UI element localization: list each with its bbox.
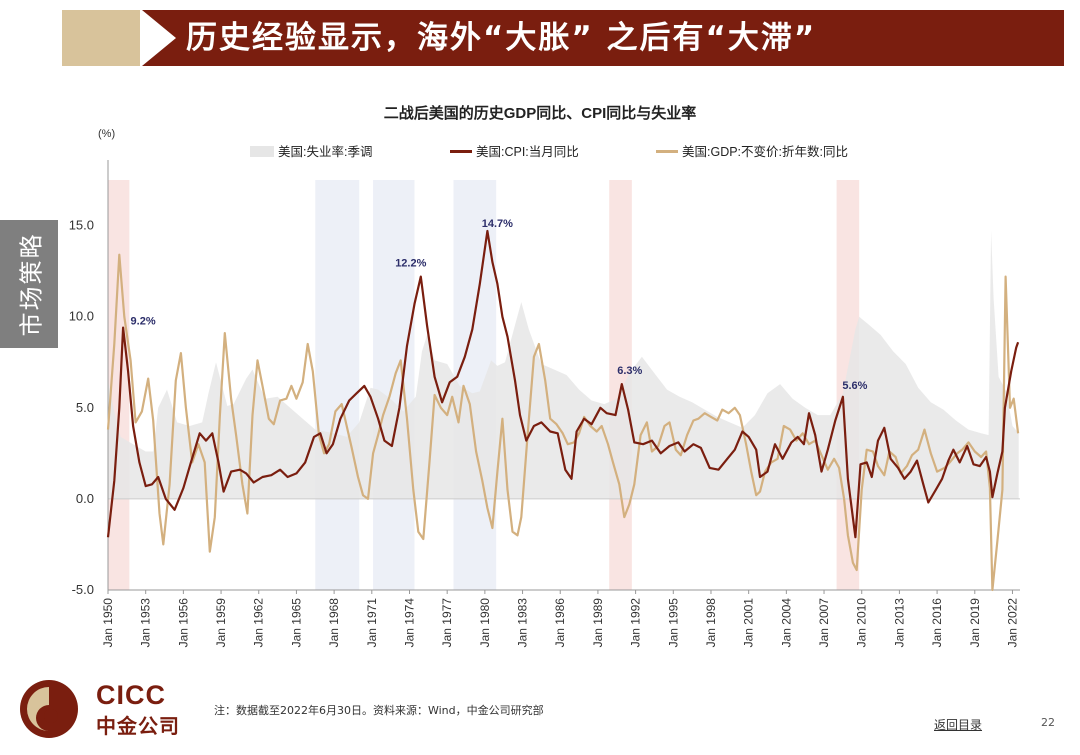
y-tick-label: 5.0 xyxy=(76,400,94,415)
y-axis-unit-label: (%) xyxy=(98,128,115,140)
x-tick-label: Jan 2022 xyxy=(1005,598,1019,648)
data-label: 12.2% xyxy=(395,258,426,270)
brand-name-en: CICC xyxy=(96,680,166,710)
x-tick-label: Jan 1977 xyxy=(440,598,454,648)
y-tick-label: 15.0 xyxy=(69,218,94,233)
x-tick-label: Jan 1983 xyxy=(516,598,530,648)
data-label: 9.2% xyxy=(131,316,156,328)
x-tick-label: Jan 1998 xyxy=(704,598,718,648)
x-tick-label: Jan 2019 xyxy=(968,598,982,648)
page-title: 历史经验显示，海外“大胀” 之后有“大滞” xyxy=(186,20,817,56)
x-tick-label: Jan 2013 xyxy=(892,598,906,648)
x-tick-label: Jan 1992 xyxy=(629,598,643,648)
legend-label-gdp: 美国:GDP:不变价:折年数:同比 xyxy=(682,144,848,159)
x-tick-label: Jan 1980 xyxy=(478,598,492,648)
x-tick-label: Jan 1959 xyxy=(214,598,228,648)
source-footnote: 注：数据截至2022年6月30日。资料来源：Wind，中金公司研究部 xyxy=(214,704,544,717)
legend-label-unemployment: 美国:失业率:季调 xyxy=(278,144,372,159)
x-tick-label: Jan 1968 xyxy=(327,598,341,648)
y-tick-label: 10.0 xyxy=(69,309,94,324)
x-tick-label: Jan 2016 xyxy=(930,598,944,648)
shaded-period-2 xyxy=(315,180,360,590)
x-tick-label: Jan 1953 xyxy=(139,598,153,648)
x-tick-label: Jan 1956 xyxy=(176,598,190,648)
x-tick-label: Jan 1965 xyxy=(289,598,303,648)
legend-swatch-unemployment xyxy=(250,146,274,157)
x-tick-label: Jan 2004 xyxy=(779,598,793,648)
x-tick-label: Jan 1986 xyxy=(553,598,567,648)
x-tick-label: Jan 1971 xyxy=(365,598,379,648)
y-tick-label: -5.0 xyxy=(72,582,94,597)
cicc-logo-icon xyxy=(20,680,78,738)
data-label: 6.3% xyxy=(617,365,642,377)
x-tick-label: Jan 1995 xyxy=(666,598,680,648)
series-gdp-line xyxy=(106,253,1020,592)
legend-label-cpi: 美国:CPI:当月同比 xyxy=(476,145,579,159)
data-label: 5.6% xyxy=(842,380,867,392)
chart: 二战后美国的历史GDP同比、CPI同比与失业率 (%) 美国:失业率:季调 美国:CP… xyxy=(69,104,1020,648)
page-number: 22 xyxy=(1041,716,1055,729)
x-tick-label: Jan 2001 xyxy=(742,598,756,648)
series-cpi-line xyxy=(106,229,1020,539)
y-tick-label: 0.0 xyxy=(76,491,94,506)
brand-name-cn: 中金公司 xyxy=(96,714,180,738)
shaded-period-3 xyxy=(373,180,415,590)
section-side-tab[interactable]: 市场策略 xyxy=(0,220,58,348)
chart-title: 二战后美国的历史GDP同比、CPI同比与失业率 xyxy=(384,104,697,122)
x-tick-label: Jan 2010 xyxy=(855,598,869,648)
x-tick-label: Jan 1962 xyxy=(252,598,266,648)
x-tick-label: Jan 1950 xyxy=(101,598,115,648)
x-tick-label: Jan 1974 xyxy=(402,598,416,648)
data-label: 14.7% xyxy=(482,218,513,230)
header-accent-block xyxy=(62,10,140,66)
back-to-contents-link[interactable]: 返回目录 xyxy=(934,718,983,732)
x-tick-label: Jan 1989 xyxy=(591,598,605,648)
header-banner xyxy=(142,10,1064,66)
x-tick-label: Jan 2007 xyxy=(817,598,831,648)
